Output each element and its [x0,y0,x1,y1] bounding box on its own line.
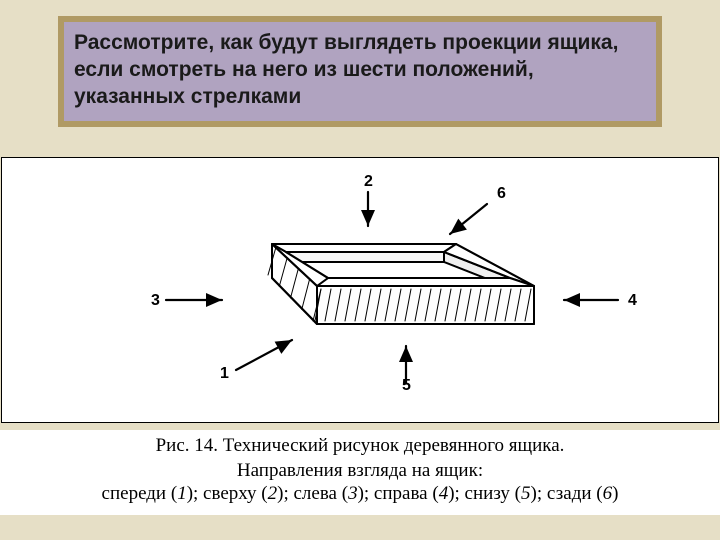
figure-panel: 1 2 3 4 5 6 [1,157,719,423]
instruction-banner: Рассмотрите, как будут выглядеть проекци… [58,16,662,127]
caption-line-2: Направления взгляда на ящик: [0,459,720,484]
svg-text:3: 3 [151,292,160,309]
svg-text:1: 1 [220,365,229,382]
caption-directions: спереди (1); сверху (2); слева (3); спра… [0,483,720,505]
instruction-text: Рассмотрите, как будут выглядеть проекци… [74,30,646,111]
box-drawing: 1 2 3 4 5 6 [2,158,718,422]
svg-text:6: 6 [497,185,506,202]
svg-text:2: 2 [364,173,373,190]
svg-text:5: 5 [402,377,411,394]
figure-caption: Рис. 14. Технический рисунок деревянного… [0,430,720,515]
caption-line-1: Рис. 14. Технический рисунок деревянного… [0,434,720,459]
svg-text:4: 4 [628,292,637,309]
